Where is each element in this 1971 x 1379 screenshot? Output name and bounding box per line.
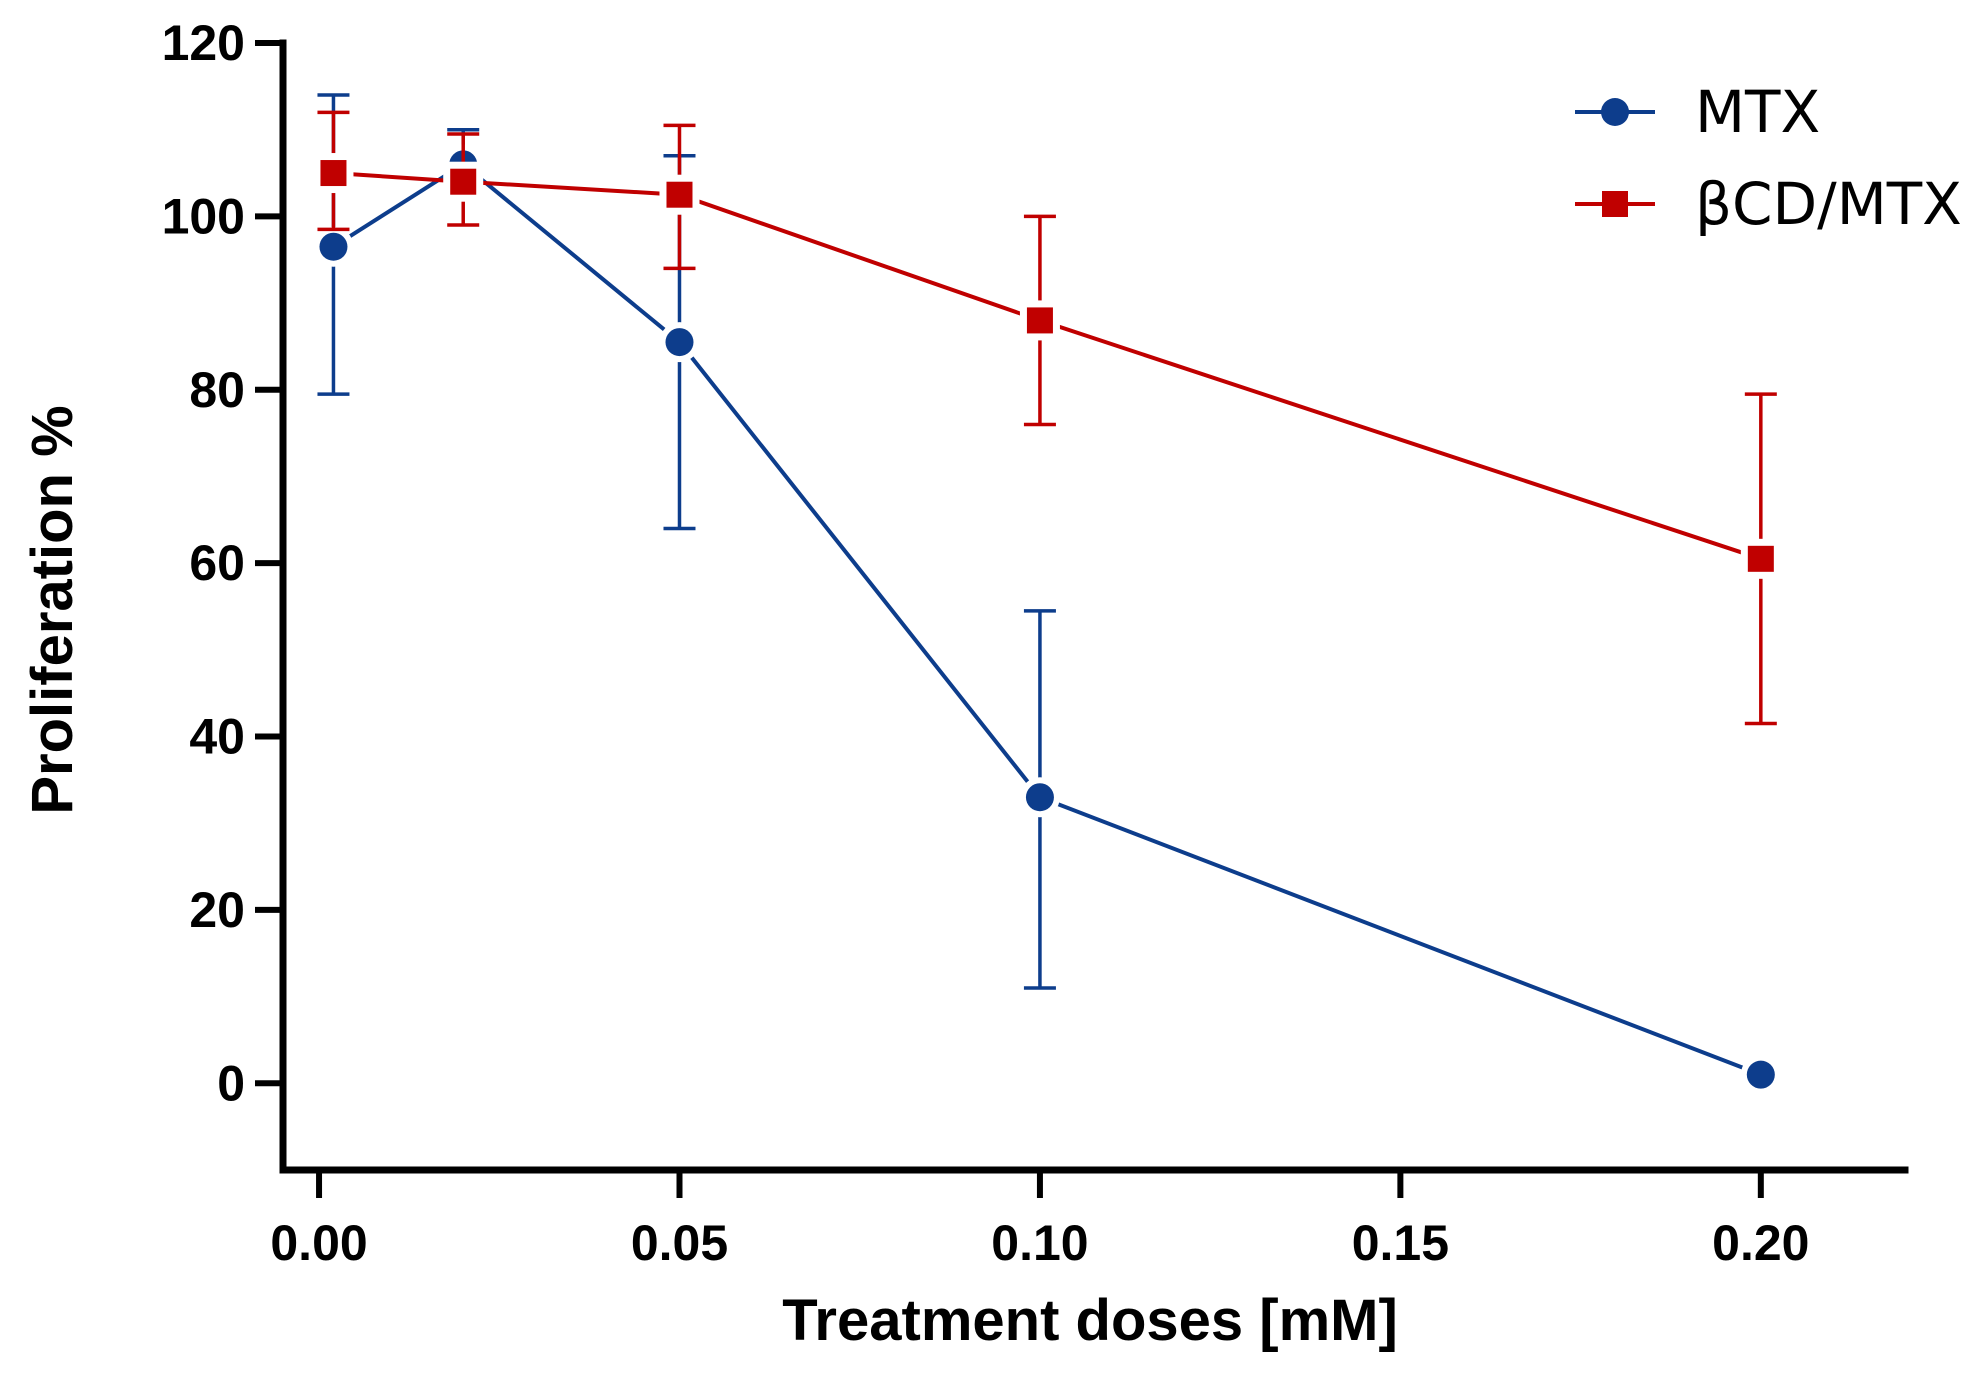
x-tick-label: 0.15 bbox=[1352, 1215, 1449, 1271]
data-point bbox=[1746, 1060, 1775, 1089]
data-point bbox=[665, 328, 694, 357]
y-axis-title: Proliferation % bbox=[20, 405, 85, 814]
y-tick-label: 100 bbox=[162, 188, 245, 244]
x-tick-label: 0.05 bbox=[631, 1215, 728, 1271]
data-point bbox=[320, 160, 347, 187]
series-layer bbox=[313, 93, 1781, 1095]
x-tick-label: 0.00 bbox=[270, 1215, 367, 1271]
legend-item-1: βCD/MTX bbox=[1575, 170, 1962, 238]
y-tick-label: 0 bbox=[217, 1055, 245, 1111]
axes: 0 20 40 60 80 100 120 0.00 0.05 0.10 0.15 0.20 bbox=[162, 15, 1909, 1271]
legend-label: βCD/MTX bbox=[1695, 170, 1962, 238]
series-line bbox=[333, 171, 1762, 561]
y-tick-label: 20 bbox=[189, 882, 245, 938]
data-point bbox=[450, 168, 477, 195]
legend: MTX βCD/MTX bbox=[1575, 78, 1962, 238]
y-tick-label: 80 bbox=[189, 362, 245, 418]
y-tick-label: 120 bbox=[162, 15, 245, 71]
x-tick-label: 0.20 bbox=[1712, 1215, 1809, 1271]
y-tick-label: 40 bbox=[189, 709, 245, 765]
legend-marker bbox=[1602, 191, 1628, 217]
legend-item-0: MTX bbox=[1575, 78, 1820, 146]
x-axis-title: Treatment doses [mM] bbox=[782, 1288, 1398, 1353]
y-tick-label: 60 bbox=[189, 535, 245, 591]
data-point bbox=[1026, 307, 1053, 334]
legend-label: MTX bbox=[1695, 78, 1820, 146]
data-point bbox=[1747, 545, 1774, 572]
data-point bbox=[319, 232, 348, 261]
x-tick-label: 0.10 bbox=[991, 1215, 1088, 1271]
data-point bbox=[1025, 783, 1054, 812]
data-point bbox=[666, 181, 693, 208]
series-0 bbox=[313, 93, 1781, 1095]
series-1 bbox=[313, 110, 1781, 726]
legend-marker bbox=[1601, 98, 1629, 126]
